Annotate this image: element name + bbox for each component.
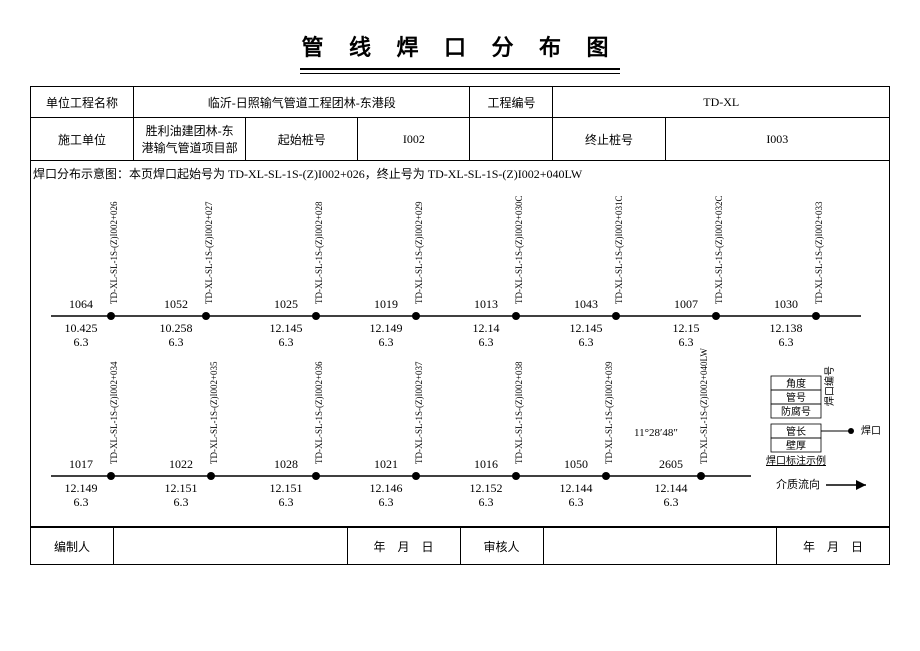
svg-text:6.3: 6.3 (479, 335, 494, 349)
svg-text:12.15: 12.15 (673, 321, 700, 335)
svg-text:1050: 1050 (564, 457, 588, 471)
svg-text:10.258: 10.258 (160, 321, 193, 335)
svg-text:TD-XL-SL-1S-(Z)I002+026: TD-XL-SL-1S-(Z)I002+026 (109, 201, 119, 304)
svg-text:TD-XL-SL-1S-(Z)I002+029: TD-XL-SL-1S-(Z)I002+029 (414, 201, 424, 304)
svg-text:6.3: 6.3 (479, 495, 494, 509)
svg-text:焊口编号: 焊口编号 (823, 366, 836, 406)
hdr-label-end-stake: 终止桩号 (553, 118, 665, 161)
svg-text:11°28′48″: 11°28′48″ (634, 427, 678, 439)
svg-text:6.3: 6.3 (664, 495, 679, 509)
svg-text:12.138: 12.138 (770, 321, 803, 335)
page-title: 管 线 焊 口 分 布 图 (30, 30, 890, 62)
svg-text:1013: 1013 (474, 297, 498, 311)
svg-text:1064: 1064 (69, 297, 93, 311)
svg-text:TD-XL-SL-1S-(Z)I002+035: TD-XL-SL-1S-(Z)I002+035 (209, 361, 219, 464)
svg-text:角度: 角度 (786, 377, 806, 390)
svg-text:6.3: 6.3 (279, 335, 294, 349)
svg-text:1016: 1016 (474, 457, 498, 471)
svg-text:6.3: 6.3 (569, 495, 584, 509)
svg-text:1019: 1019 (374, 297, 398, 311)
hdr-label-unit: 施工单位 (31, 118, 134, 161)
hdr-value-project-no: TD-XL (553, 87, 890, 118)
svg-text:壁厚: 壁厚 (786, 439, 806, 452)
svg-text:6.3: 6.3 (379, 335, 394, 349)
svg-text:12.149: 12.149 (65, 481, 98, 495)
svg-text:TD-XL-SL-1S-(Z)I002+036: TD-XL-SL-1S-(Z)I002+036 (314, 361, 324, 464)
footer-value-author (114, 528, 348, 565)
svg-text:防腐号: 防腐号 (781, 405, 811, 418)
svg-text:6.3: 6.3 (679, 335, 694, 349)
svg-text:TD-XL-SL-1S-(Z)I002+039: TD-XL-SL-1S-(Z)I002+039 (604, 361, 614, 464)
hdr-label-project-name: 单位工程名称 (31, 87, 134, 118)
svg-text:管长: 管长 (786, 425, 806, 438)
svg-text:TD-XL-SL-1S-(Z)I002+037: TD-XL-SL-1S-(Z)I002+037 (414, 361, 424, 464)
svg-text:TD-XL-SL-1S-(Z)I002+028: TD-XL-SL-1S-(Z)I002+028 (314, 201, 324, 304)
svg-text:12.151: 12.151 (270, 481, 303, 495)
svg-text:6.3: 6.3 (174, 495, 189, 509)
svg-text:12.145: 12.145 (570, 321, 603, 335)
svg-text:TD-XL-SL-1S-(Z)I002+027: TD-XL-SL-1S-(Z)I002+027 (204, 201, 214, 304)
footer-label-author: 编制人 (31, 528, 114, 565)
svg-text:12.149: 12.149 (370, 321, 403, 335)
svg-text:TD-XL-SL-1S-(Z)I002+034: TD-XL-SL-1S-(Z)I002+034 (109, 361, 119, 464)
svg-text:6.3: 6.3 (74, 335, 89, 349)
hdr-value-end-stake: I003 (665, 118, 889, 161)
header-table: 单位工程名称 临沂-日照输气管道工程团林-东港段 工程编号 TD-XL 施工单位… (30, 86, 890, 161)
svg-text:介质流向: 介质流向 (776, 477, 820, 491)
svg-text:TD-XL-SL-1S-(Z)I002+031C: TD-XL-SL-1S-(Z)I002+031C (614, 195, 624, 304)
hdr-value-unit: 胜利油建团林-东港输气管道项目部 (134, 118, 246, 161)
header-row-2: 施工单位 胜利油建团林-东港输气管道项目部 起始桩号 I002 终止桩号 I00… (31, 118, 890, 161)
note-line: 焊口分布示意图：本页焊口起始号为 TD-XL-SL-1S-(Z)I002+026… (30, 161, 890, 186)
svg-text:TD-XL-SL-1S-(Z)I002+033: TD-XL-SL-1S-(Z)I002+033 (814, 201, 824, 304)
svg-text:6.3: 6.3 (279, 495, 294, 509)
hdr-label-project-no: 工程编号 (470, 87, 553, 118)
footer-label-reviewer: 审核人 (460, 528, 543, 565)
header-row-1: 单位工程名称 临沂-日照输气管道工程团林-东港段 工程编号 TD-XL (31, 87, 890, 118)
svg-text:6.3: 6.3 (74, 495, 89, 509)
svg-text:1017: 1017 (69, 457, 93, 471)
pipeline-diagram: 106410.4256.3TD-XL-SL-1S-(Z)I002+0261052… (31, 186, 889, 526)
svg-text:焊口: 焊口 (861, 425, 881, 437)
sheet: 管 线 焊 口 分 布 图 单位工程名称 临沂-日照输气管道工程团林-东港段 工… (30, 30, 890, 565)
footer-date-2: 年 月 日 (777, 528, 890, 565)
svg-text:管号: 管号 (786, 391, 806, 404)
svg-text:1025: 1025 (274, 297, 298, 311)
svg-text:2605: 2605 (659, 457, 683, 471)
svg-text:1028: 1028 (274, 457, 298, 471)
svg-text:12.151: 12.151 (165, 481, 198, 495)
hdr-label-end-stake-spacer (470, 118, 553, 161)
svg-text:TD-XL-SL-1S-(Z)I002+040LW: TD-XL-SL-1S-(Z)I002+040LW (699, 348, 709, 464)
svg-text:1021: 1021 (374, 457, 398, 471)
svg-text:6.3: 6.3 (169, 335, 184, 349)
svg-text:12.144: 12.144 (655, 481, 688, 495)
diagram-area: 106410.4256.3TD-XL-SL-1S-(Z)I002+0261052… (30, 186, 890, 527)
svg-text:TD-XL-SL-1S-(Z)I002+030C: TD-XL-SL-1S-(Z)I002+030C (514, 195, 524, 304)
footer-date-1: 年 月 日 (347, 528, 460, 565)
svg-text:TD-XL-SL-1S-(Z)I002+032C: TD-XL-SL-1S-(Z)I002+032C (714, 195, 724, 304)
hdr-label-start-stake: 起始桩号 (246, 118, 358, 161)
svg-text:6.3: 6.3 (379, 495, 394, 509)
hdr-value-start-stake: I002 (358, 118, 470, 161)
svg-text:12.14: 12.14 (473, 321, 500, 335)
footer-table: 编制人 年 月 日 审核人 年 月 日 (30, 527, 890, 565)
svg-text:1030: 1030 (774, 297, 798, 311)
footer-value-reviewer (543, 528, 777, 565)
svg-text:TD-XL-SL-1S-(Z)I002+038: TD-XL-SL-1S-(Z)I002+038 (514, 361, 524, 464)
title-underline (300, 68, 620, 74)
svg-text:1022: 1022 (169, 457, 193, 471)
svg-text:6.3: 6.3 (779, 335, 794, 349)
svg-text:12.144: 12.144 (560, 481, 593, 495)
svg-text:10.425: 10.425 (65, 321, 98, 335)
svg-text:1052: 1052 (164, 297, 188, 311)
svg-text:6.3: 6.3 (579, 335, 594, 349)
svg-text:12.145: 12.145 (270, 321, 303, 335)
svg-text:焊口标注示例: 焊口标注示例 (766, 454, 826, 467)
svg-text:1007: 1007 (674, 297, 698, 311)
svg-text:1043: 1043 (574, 297, 598, 311)
svg-text:12.146: 12.146 (370, 481, 403, 495)
hdr-value-project-name: 临沂-日照输气管道工程团林-东港段 (134, 87, 470, 118)
svg-text:12.152: 12.152 (470, 481, 503, 495)
